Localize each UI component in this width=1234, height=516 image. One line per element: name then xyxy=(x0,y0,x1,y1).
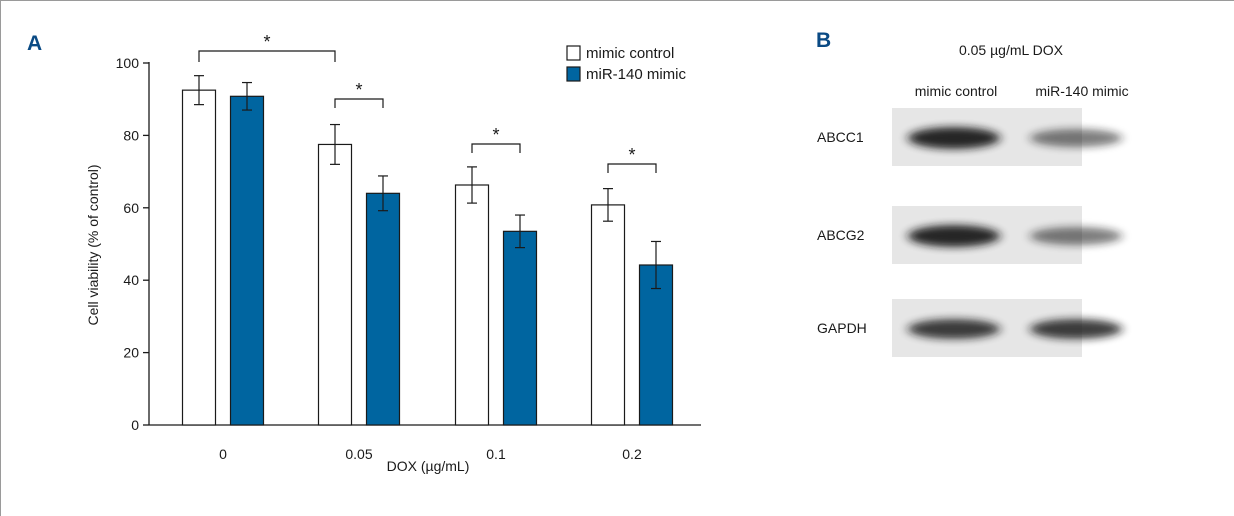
blot-band-mir-140-mimic xyxy=(1030,129,1122,147)
panel-a-label: A xyxy=(27,32,42,55)
bar-mimic-control xyxy=(181,89,217,426)
protein-label: ABCC1 xyxy=(817,129,864,145)
x-tick-label: 0.05 xyxy=(345,446,372,462)
bar-mir-140-mimic xyxy=(502,230,538,426)
y-tick-label: 0 xyxy=(131,417,139,433)
legend-swatch-mimic-control xyxy=(566,45,581,61)
y-tick-label: 60 xyxy=(123,200,139,216)
blot-strip-gapdh: GAPDH xyxy=(817,299,1122,357)
significance-bracket xyxy=(334,98,384,108)
blot-band-mimic-control xyxy=(908,225,1000,247)
legend-swatch-mir-140-mimic xyxy=(566,66,581,82)
blot-band-mir-140-mimic xyxy=(1030,319,1122,339)
bar-mimic-control xyxy=(454,184,490,426)
bar-mir-140-mimic xyxy=(365,192,401,426)
x-tick-label: 0.1 xyxy=(486,446,506,462)
legend-label-mimic-control: mimic control xyxy=(586,45,674,62)
legend-label-mir-140-mimic: miR-140 mimic xyxy=(586,66,687,83)
x-axis-title: DOX (µg/mL) xyxy=(387,458,470,474)
significance-star: * xyxy=(492,125,499,145)
blot-band-mimic-control xyxy=(908,319,1000,339)
y-tick-label: 20 xyxy=(123,345,139,361)
chart-bars xyxy=(181,75,674,426)
significance-bracket xyxy=(471,143,521,153)
significance-star: * xyxy=(628,145,635,165)
bar-mimic-control xyxy=(317,143,353,426)
significance-star: * xyxy=(355,80,362,100)
protein-label: ABCG2 xyxy=(817,227,865,243)
western-blots: ABCC1 ABCG2 GAPDH xyxy=(817,108,1122,357)
bar-mimic-control xyxy=(590,204,626,426)
blot-band-mimic-control xyxy=(908,127,1000,149)
significance-star: * xyxy=(263,32,270,52)
bar-mir-140-mimic xyxy=(229,95,265,426)
y-tick-label: 80 xyxy=(123,127,139,143)
protein-label: GAPDH xyxy=(817,320,867,336)
lane-label-mimic-control: mimic control xyxy=(915,83,997,99)
panel-b-label: B xyxy=(816,29,831,52)
legend: mimic control miR-140 mimic xyxy=(566,45,687,83)
x-tick-label: 0.2 xyxy=(622,446,642,462)
blot-condition-label: 0.05 µg/mL DOX xyxy=(959,42,1064,58)
x-tick-label: 0 xyxy=(219,446,227,462)
blot-strip-abcg2: ABCG2 xyxy=(817,206,1122,264)
significance-bracket xyxy=(198,50,336,62)
significance-brackets: * * * * xyxy=(198,32,657,173)
y-tick-label: 100 xyxy=(116,55,140,71)
y-tick-label: 40 xyxy=(123,272,139,288)
significance-bracket xyxy=(607,163,657,173)
y-axis-title: Cell viability (% of control) xyxy=(85,164,101,325)
blot-band-mir-140-mimic xyxy=(1030,227,1122,245)
lane-label-mir-140-mimic: miR-140 mimic xyxy=(1035,83,1128,99)
blot-strip-abcc1: ABCC1 xyxy=(817,108,1122,166)
